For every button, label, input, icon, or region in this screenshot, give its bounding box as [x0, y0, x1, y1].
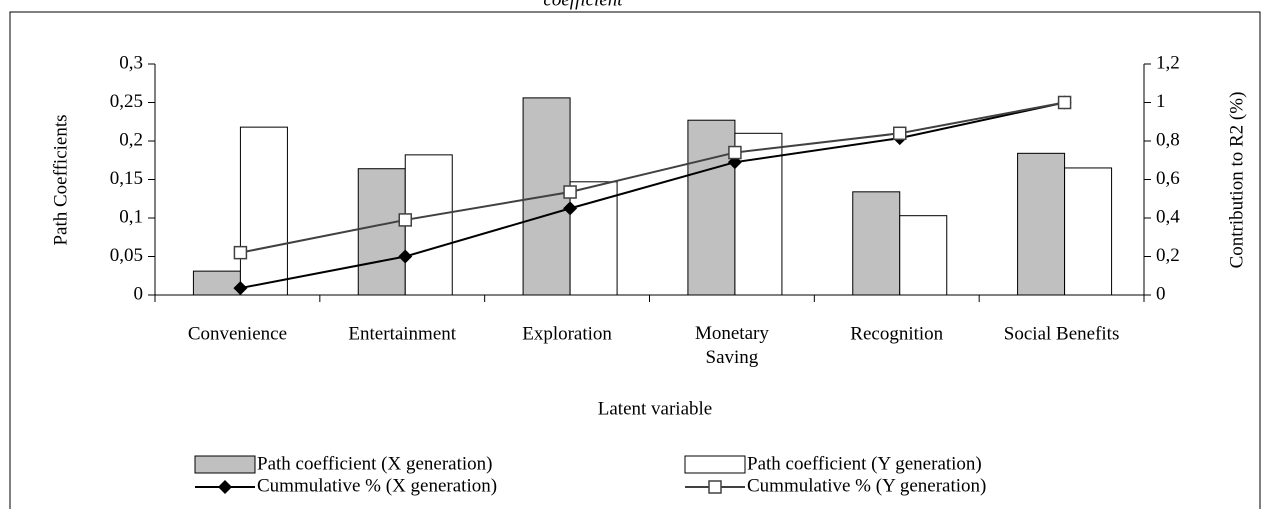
y-tick-label: 0,15 — [110, 168, 143, 189]
y2-tick-label: 0,8 — [1156, 129, 1180, 150]
legend-swatch — [684, 455, 746, 474]
legend-marker — [218, 480, 232, 494]
bar — [734, 132, 783, 296]
y-tick-label: 0,25 — [110, 91, 143, 112]
bar — [852, 191, 901, 296]
legend-label: Path coefficient (Y generation) — [747, 453, 982, 474]
bar — [687, 119, 736, 296]
series-line — [240, 101, 1065, 254]
x-tick-label: Recognition — [850, 323, 943, 344]
x-tick-label: Monetary Saving — [695, 323, 769, 368]
x-axis-label: Latent variable — [598, 398, 712, 419]
frame — [9, 11, 1261, 509]
x-tick-label: Entertainment — [348, 323, 456, 344]
y2-tick-label: 1 — [1156, 91, 1166, 112]
series-line — [240, 101, 1065, 290]
bar — [1064, 167, 1113, 296]
bar — [239, 126, 288, 296]
line-marker — [233, 281, 248, 296]
line-marker — [398, 213, 412, 227]
y2-tick-label: 1,2 — [1156, 52, 1180, 73]
bar — [357, 168, 406, 296]
y2-axis-label: Contribution to R2 (%) — [1226, 92, 1247, 269]
x-tick-label: Convenience — [188, 323, 287, 344]
y-tick-label: 0,1 — [119, 206, 143, 227]
line-marker — [893, 126, 907, 141]
y2-tick-label: 0,2 — [1156, 245, 1180, 266]
y-axis-label: Path Coefficients — [50, 114, 71, 245]
legend-swatch — [194, 455, 256, 474]
y-tick-label: 0 — [134, 283, 144, 304]
bar — [1017, 152, 1066, 296]
legend-label: Cummulative % (X generation) — [257, 475, 497, 496]
legend-label: Cummulative % (Y generation) — [747, 475, 986, 496]
x-tick-label: Social Benefits — [1004, 323, 1120, 344]
line-marker — [563, 185, 577, 199]
chart-title: coefficient — [543, 0, 623, 10]
bar — [192, 270, 241, 296]
y-tick-label: 0,3 — [119, 52, 143, 73]
line-marker — [563, 201, 578, 216]
bar — [569, 181, 618, 296]
line-marker — [233, 245, 248, 260]
line-marker — [1057, 95, 1072, 110]
legend-label: Path coefficient (X generation) — [257, 453, 492, 474]
line-marker — [398, 249, 413, 264]
bar — [404, 154, 453, 296]
y2-tick-label: 0,4 — [1156, 206, 1180, 227]
y-tick-label: 0,2 — [119, 129, 143, 150]
y2-tick-label: 0 — [1156, 283, 1166, 304]
y-tick-label: 0,05 — [110, 245, 143, 266]
legend-marker — [708, 480, 722, 494]
bar — [899, 215, 948, 296]
x-tick-label: Exploration — [522, 323, 612, 344]
y2-tick-label: 0,6 — [1156, 168, 1180, 189]
line-marker — [728, 145, 742, 160]
